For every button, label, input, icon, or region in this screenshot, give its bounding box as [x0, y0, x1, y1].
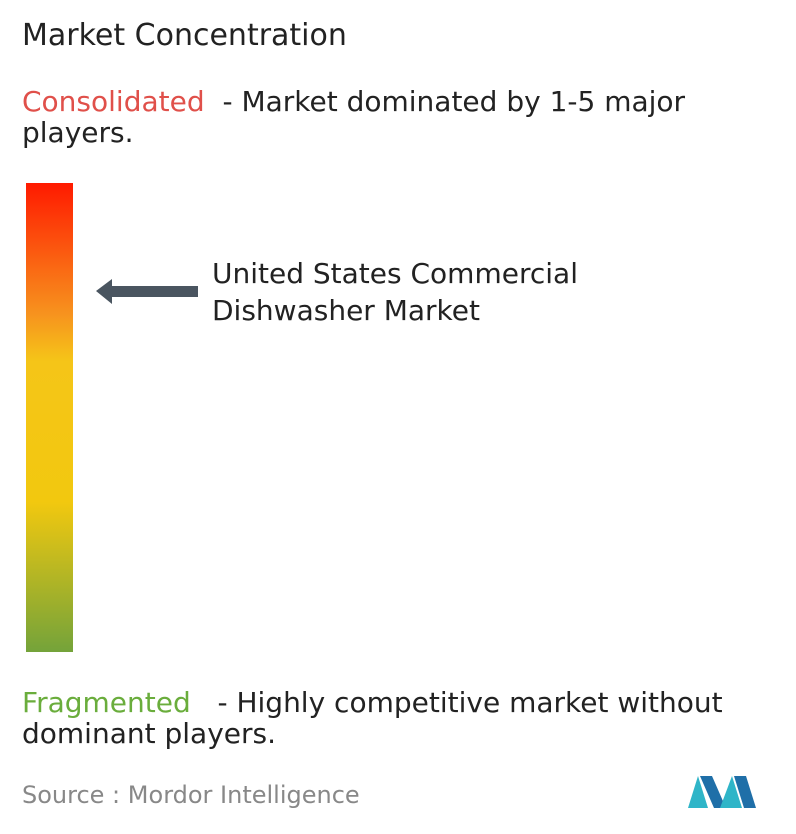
gradient-bar [26, 183, 73, 652]
source-label: Source : [22, 781, 121, 809]
consolidated-row: Consolidated - Market dominated by 1-5 m… [22, 86, 787, 148]
scale-graphic [26, 183, 198, 652]
market-label: United States Commercial Dishwasher Mark… [212, 257, 578, 327]
fragmented-row: Fragmented - Highly competitive market w… [22, 687, 787, 749]
source-value: Mordor Intelligence [127, 781, 360, 809]
source: Source : Mordor Intelligence [22, 781, 360, 809]
consolidated-description: - Market dominated by 1-5 major players. [22, 85, 686, 149]
logo [688, 776, 756, 808]
title: Market Concentration [22, 18, 347, 53]
consolidated-label: Consolidated [22, 85, 205, 118]
fragmented-description: - Highly competitive market without domi… [22, 686, 723, 750]
fragmented-label: Fragmented [22, 686, 191, 719]
arrow [96, 279, 198, 304]
